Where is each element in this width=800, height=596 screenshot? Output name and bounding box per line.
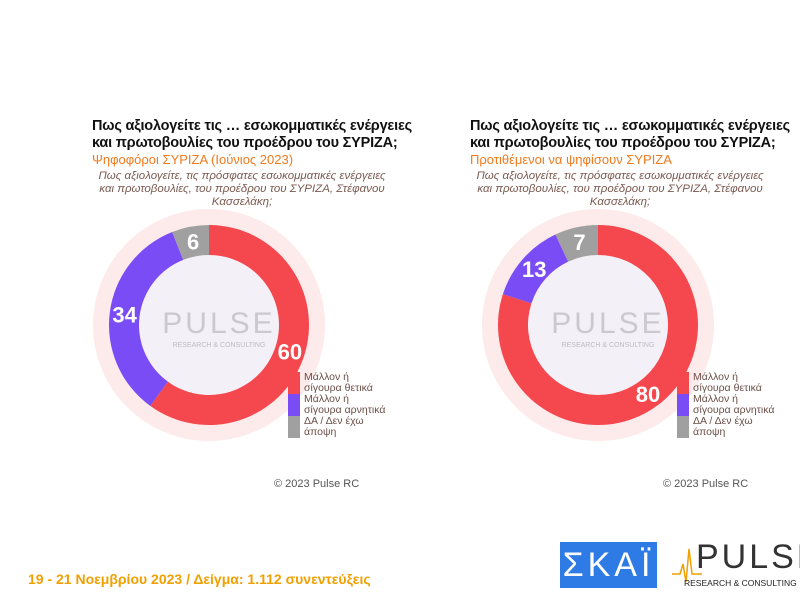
data-label: 13 bbox=[522, 257, 546, 282]
donut-hole bbox=[528, 255, 668, 395]
pulse-wave-icon bbox=[672, 548, 702, 583]
watermark-text: PULSE bbox=[551, 307, 664, 340]
left-copyright: © 2023 Pulse RC bbox=[274, 478, 360, 490]
watermark-text: PULSE bbox=[162, 307, 275, 340]
watermark-tagline: RESEARCH & CONSULTING bbox=[562, 342, 655, 349]
donut-slice bbox=[172, 225, 209, 260]
right-legend: Μάλλον ή σίγουρα θετικά Μάλλον ή σίγουρα … bbox=[677, 372, 777, 438]
legend-swatch bbox=[288, 372, 300, 394]
pulse-logo-tagline: RESEARCH & CONSULTING bbox=[684, 578, 797, 588]
left-title-1: Πως αξιολογείτε τις … εσωκομματικές ενέρ… bbox=[92, 118, 412, 134]
legend-item: Μάλλον ή σίγουρα θετικά bbox=[677, 372, 777, 394]
donut-slice bbox=[498, 225, 698, 425]
legend-label: Μάλλον ή σίγουρα αρνητικά bbox=[693, 393, 775, 416]
legend-swatch bbox=[677, 416, 689, 438]
legend-label: ΔΑ / Δεν έχω άποψη bbox=[693, 415, 753, 438]
donut-slice bbox=[502, 234, 569, 304]
donut-slice bbox=[109, 232, 184, 406]
legend-label: Μάλλον ή σίγουρα θετικά bbox=[304, 371, 373, 394]
legend-item: Μάλλον ή σίγουρα θετικά bbox=[288, 372, 388, 394]
legend-item: Μάλλον ή σίγουρα αρνητικά bbox=[677, 394, 777, 416]
left-subtitle: Ψηφοφόροι ΣΥΡΙΖΑ (Ιούνιος 2023) bbox=[92, 152, 294, 167]
legend-item: ΔΑ / Δεν έχω άποψη bbox=[677, 416, 777, 438]
legend-item: Μάλλον ή σίγουρα αρνητικά bbox=[288, 394, 388, 416]
left-question: Πως αξιολογείτε, τις πρόσφατες εσωκομματ… bbox=[98, 170, 386, 208]
donut-hole bbox=[139, 255, 279, 395]
left-chart-header: Πως αξιολογείτε τις … εσωκομματικές ενέρ… bbox=[92, 118, 422, 209]
legend-label: ΔΑ / Δεν έχω άποψη bbox=[304, 415, 364, 438]
right-question: Πως αξιολογείτε, τις πρόσφατες εσωκομματ… bbox=[476, 170, 764, 208]
right-chart-header: Πως αξιολογείτε τις … εσωκομματικές ενέρ… bbox=[470, 118, 800, 209]
right-donut-chart: 80 13 7 PULSE RESEARCH & CONSULTING bbox=[482, 209, 714, 441]
legend-swatch bbox=[288, 394, 300, 416]
pulse-logo-word: PULSE bbox=[696, 538, 800, 576]
data-label: 34 bbox=[112, 302, 137, 327]
legend-label: Μάλλον ή σίγουρα αρνητικά bbox=[304, 393, 386, 416]
data-label: 7 bbox=[573, 230, 585, 255]
legend-label: Μάλλον ή σίγουρα θετικά bbox=[693, 371, 762, 394]
data-label: 6 bbox=[187, 230, 199, 255]
left-donut-chart: 60 34 6 PULSE RESEARCH & CONSULTING bbox=[93, 209, 325, 441]
donut-slice bbox=[555, 225, 598, 262]
footer-sample-info: 19 - 21 Νοεμβρίου 2023 / Δείγμα: 1.112 σ… bbox=[28, 571, 371, 587]
legend-swatch bbox=[677, 394, 689, 416]
right-copyright: © 2023 Pulse RC bbox=[663, 478, 749, 490]
legend-item: ΔΑ / Δεν έχω άποψη bbox=[288, 416, 388, 438]
right-subtitle: Προτιθέμενοι να ψηφίσουν ΣΥΡΙΖΑ bbox=[470, 152, 672, 167]
skai-logo: ΣΚΑΪ bbox=[560, 542, 657, 588]
data-label: 80 bbox=[636, 382, 660, 407]
legend-swatch bbox=[677, 372, 689, 394]
right-title-1: Πως αξιολογείτε τις … εσωκομματικές ενέρ… bbox=[470, 118, 790, 134]
watermark-tagline: RESEARCH & CONSULTING bbox=[173, 342, 266, 349]
data-label: 60 bbox=[278, 339, 302, 364]
donut-slice bbox=[150, 225, 310, 425]
pulse-logo: PULSE RESEARCH & CONSULTING bbox=[672, 540, 800, 596]
left-legend: Μάλλον ή σίγουρα θετικά Μάλλον ή σίγουρα … bbox=[288, 372, 388, 438]
legend-swatch bbox=[288, 416, 300, 438]
left-title-2: και πρωτοβουλίες του προέδρου του ΣΥΡΙΖΑ… bbox=[92, 135, 398, 151]
right-title-2: και πρωτοβουλίες του προέδρου του ΣΥΡΙΖΑ… bbox=[470, 135, 776, 151]
